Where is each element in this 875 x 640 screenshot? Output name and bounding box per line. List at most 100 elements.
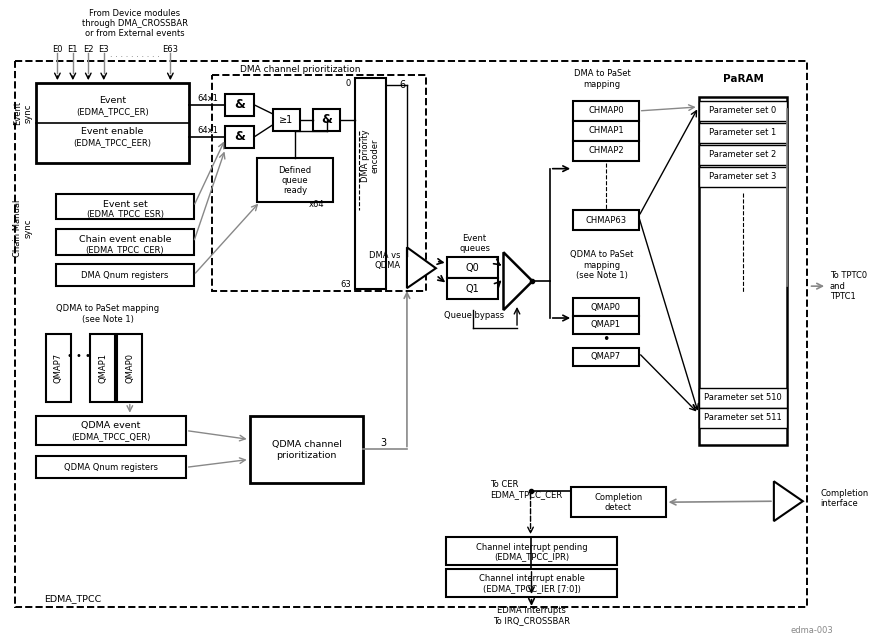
Bar bbox=[698, 145, 788, 164]
Bar bbox=[257, 157, 332, 202]
Text: E0: E0 bbox=[52, 45, 63, 54]
Text: Parameter set 3: Parameter set 3 bbox=[710, 172, 777, 181]
Text: · · · · · · · · · ·: · · · · · · · · · · bbox=[109, 52, 159, 61]
Bar bbox=[226, 94, 255, 116]
Text: QMAP7: QMAP7 bbox=[54, 353, 63, 383]
Text: Completion: Completion bbox=[594, 493, 642, 502]
Bar bbox=[56, 229, 193, 255]
Text: 64x1: 64x1 bbox=[198, 95, 219, 104]
Bar bbox=[36, 415, 186, 445]
Text: DMA Qnum registers: DMA Qnum registers bbox=[81, 271, 169, 280]
Bar bbox=[226, 126, 255, 148]
Bar bbox=[46, 334, 71, 402]
Text: (EDMA_TPCC_ESR): (EDMA_TPCC_ESR) bbox=[86, 209, 164, 218]
Text: Queue bypass: Queue bypass bbox=[444, 310, 505, 319]
Text: Defined: Defined bbox=[278, 166, 312, 175]
Bar bbox=[573, 211, 639, 230]
Text: QMAP1: QMAP1 bbox=[591, 321, 621, 330]
Bar bbox=[212, 75, 426, 291]
Text: (EDMA_TPCC_QER): (EDMA_TPCC_QER) bbox=[71, 432, 150, 441]
Bar bbox=[447, 257, 498, 278]
Text: EDMA interrupts: EDMA interrupts bbox=[497, 606, 566, 615]
Text: edma-003: edma-003 bbox=[791, 626, 834, 635]
Text: QDMA Qnum registers: QDMA Qnum registers bbox=[64, 463, 158, 472]
Text: detect: detect bbox=[605, 502, 632, 512]
Bar bbox=[313, 109, 340, 131]
Text: QDMA to PaSet
mapping
(see Note 1): QDMA to PaSet mapping (see Note 1) bbox=[570, 250, 634, 280]
Text: Q0: Q0 bbox=[466, 263, 480, 273]
Text: Parameter set 511: Parameter set 511 bbox=[704, 413, 782, 422]
Text: Event: Event bbox=[99, 97, 126, 106]
Text: Parameter set 1: Parameter set 1 bbox=[710, 128, 777, 138]
Bar bbox=[249, 415, 363, 483]
Text: To IRQ_CROSSBAR: To IRQ_CROSSBAR bbox=[493, 616, 570, 625]
Text: QMAP1: QMAP1 bbox=[98, 353, 108, 383]
Bar bbox=[447, 278, 498, 299]
Bar bbox=[273, 109, 300, 131]
Bar bbox=[90, 334, 116, 402]
Bar bbox=[573, 101, 639, 121]
Text: 63: 63 bbox=[340, 280, 351, 289]
Text: EDMA_TPCC: EDMA_TPCC bbox=[44, 595, 102, 604]
Text: or from External events: or from External events bbox=[85, 29, 185, 38]
Bar bbox=[573, 348, 639, 366]
Text: Event enable: Event enable bbox=[81, 127, 144, 136]
Text: To TPTC0
and
TPTC1: To TPTC0 and TPTC1 bbox=[830, 271, 867, 301]
Bar bbox=[56, 264, 193, 286]
Text: Event
sync: Event sync bbox=[13, 101, 32, 125]
Text: Parameter set 2: Parameter set 2 bbox=[710, 150, 777, 159]
Text: DMA channel prioritization: DMA channel prioritization bbox=[241, 65, 361, 74]
Text: Chain event enable: Chain event enable bbox=[79, 235, 172, 244]
Text: QDMA to PaSet mapping
(see Note 1): QDMA to PaSet mapping (see Note 1) bbox=[56, 305, 159, 324]
Text: &: & bbox=[321, 113, 332, 126]
Text: (EDMA_TPCC_IPR): (EDMA_TPCC_IPR) bbox=[494, 552, 569, 561]
Text: (EDMA_TPCC_IER [7:0]): (EDMA_TPCC_IER [7:0]) bbox=[483, 584, 580, 593]
Text: CHMAP2: CHMAP2 bbox=[588, 146, 624, 156]
Text: Chain Manual
sync: Chain Manual sync bbox=[13, 200, 32, 257]
Text: Channel interrupt enable: Channel interrupt enable bbox=[479, 574, 584, 584]
Text: interface: interface bbox=[820, 499, 858, 508]
Bar bbox=[698, 166, 788, 187]
Bar bbox=[571, 487, 666, 517]
Text: x64: x64 bbox=[308, 200, 324, 209]
Text: (EDMA_TPCC_EER): (EDMA_TPCC_EER) bbox=[74, 138, 151, 147]
Bar bbox=[56, 193, 193, 220]
Bar bbox=[698, 408, 788, 428]
Text: 6: 6 bbox=[399, 80, 405, 90]
Text: 0: 0 bbox=[346, 79, 351, 88]
Text: Event set: Event set bbox=[102, 200, 147, 209]
Polygon shape bbox=[774, 481, 803, 521]
Text: E2: E2 bbox=[83, 45, 94, 54]
Polygon shape bbox=[503, 252, 533, 310]
Text: CHMAP0: CHMAP0 bbox=[588, 106, 624, 115]
Bar bbox=[573, 141, 639, 161]
Text: PaRAM: PaRAM bbox=[723, 74, 763, 84]
Text: DMA to PaSet
mapping: DMA to PaSet mapping bbox=[574, 69, 630, 89]
Bar bbox=[354, 78, 386, 289]
Text: QDMA event: QDMA event bbox=[80, 421, 140, 430]
Bar bbox=[698, 101, 788, 121]
Text: QDMA channel: QDMA channel bbox=[271, 440, 341, 449]
Text: Parameter set 0: Parameter set 0 bbox=[710, 106, 777, 115]
Text: Channel interrupt pending: Channel interrupt pending bbox=[476, 543, 587, 552]
Bar bbox=[698, 97, 788, 445]
Text: 3: 3 bbox=[381, 438, 387, 449]
Bar bbox=[573, 121, 639, 141]
Text: QMAP0: QMAP0 bbox=[591, 303, 621, 312]
Bar bbox=[36, 83, 189, 163]
Text: To CER
EDMA_TPCC_CER: To CER EDMA_TPCC_CER bbox=[490, 479, 562, 499]
Text: queue: queue bbox=[282, 176, 308, 185]
Text: DMA vs
QDMA: DMA vs QDMA bbox=[368, 251, 400, 270]
Text: Completion: Completion bbox=[820, 489, 869, 498]
Text: through DMA_CROSSBAR: through DMA_CROSSBAR bbox=[81, 19, 187, 28]
Text: QMAP0: QMAP0 bbox=[125, 353, 135, 383]
Text: E1: E1 bbox=[67, 45, 78, 54]
Bar bbox=[15, 61, 807, 607]
Text: •: • bbox=[602, 333, 610, 346]
Bar bbox=[698, 388, 788, 408]
Text: E3: E3 bbox=[98, 45, 109, 54]
Text: QMAP7: QMAP7 bbox=[591, 353, 621, 362]
Text: E63: E63 bbox=[163, 45, 178, 54]
Text: Q1: Q1 bbox=[466, 284, 480, 294]
Bar bbox=[445, 537, 618, 565]
